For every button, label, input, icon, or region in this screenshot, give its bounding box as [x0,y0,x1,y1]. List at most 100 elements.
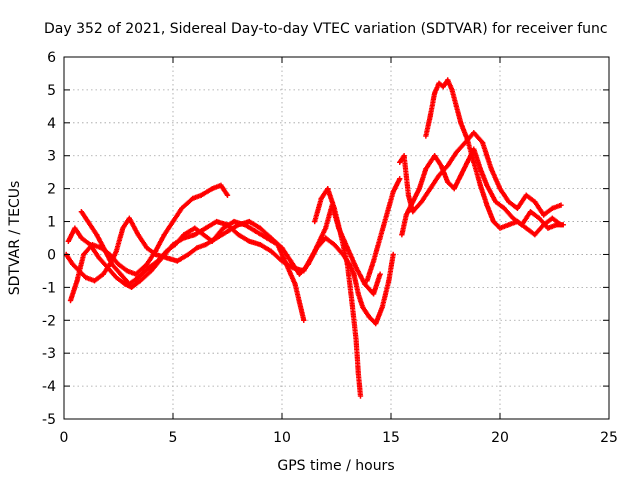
data-point [386,278,392,284]
data-point [144,261,150,267]
data-point [497,186,503,192]
data-point [325,186,331,192]
series-track-9 [423,77,564,238]
data-point [113,274,119,281]
axis-ticks [63,56,610,420]
data-point [224,228,231,235]
data-point [192,225,198,231]
data-point [135,232,141,238]
data-point [427,186,433,192]
data-point [532,232,538,238]
data-point [209,186,215,192]
data-point [484,182,490,188]
data-point [152,251,159,258]
data-point [523,225,529,231]
data-point [203,225,209,231]
data-point [497,225,503,231]
y-axis-label: SDTVAR / TECUs [7,181,23,296]
data-point [458,172,464,179]
data-point [214,235,220,241]
data-point [128,284,135,290]
data-point [523,192,529,198]
data-point [510,215,516,221]
data-point [364,278,370,284]
y-tick-label: -3 [42,346,56,362]
data-point [445,77,451,83]
data-point [323,235,329,241]
data-point [545,225,551,231]
data-point [514,218,521,225]
data-point [331,205,337,211]
data-point [541,222,547,228]
y-tick-label: 6 [47,50,56,66]
x-tick-label: 10 [273,430,291,446]
data-point [100,271,106,277]
data-point [155,258,161,264]
data-point [506,222,512,228]
data-point [397,176,403,182]
data-point [514,205,521,211]
data-point [246,218,252,225]
data-point [257,241,263,248]
data-point [484,202,490,208]
data-point [214,218,220,225]
data-point [314,245,320,251]
y-tick-label: 2 [47,182,56,198]
data-point [135,274,141,281]
data-point [451,186,457,192]
x-tick-label: 5 [169,430,178,446]
data-point [423,133,429,139]
data-point [194,245,200,251]
data-point [118,271,124,277]
data-point [331,241,337,248]
data-point [133,271,139,277]
data-point [185,251,191,258]
data-point [344,261,350,267]
x-tick-label: 20 [491,430,509,446]
x-axis-label: GPS time / hours [277,458,394,474]
data-point [527,209,534,215]
data-point [192,232,198,238]
y-tick-label: -4 [42,379,56,395]
data-point [70,261,76,267]
data-point [253,228,259,235]
data-point [432,153,438,159]
data-point [179,205,185,211]
data-point [172,241,178,248]
data-point [377,271,383,277]
data-point [312,218,318,225]
data-point [120,225,126,231]
data-point [366,314,372,320]
data-point [161,232,167,238]
data-point [170,218,176,225]
data-point [377,235,383,241]
data-point [384,212,390,218]
data-point [436,172,442,179]
data-point [85,218,91,225]
data-point [360,304,366,310]
data-point [76,268,82,274]
data-point [558,202,564,208]
data-point [126,215,132,221]
data-point [318,195,324,202]
chart-title: Day 352 of 2021, Sidereal Day-to-day VTE… [44,21,608,37]
data-point [144,245,150,251]
data-point [81,251,87,258]
data-point [78,209,85,215]
data-point [181,232,187,238]
data-point [453,103,459,109]
y-tick-label: -2 [42,313,56,329]
data-point [268,235,274,241]
data-point [390,189,396,195]
data-point [268,248,274,254]
data-point [458,120,464,126]
tick-labels: 0 5 10 15 20 25 -5 -4 -3 -2 -1 0 1 2 3 4 5 6 [42,50,618,446]
data-point [301,317,307,323]
data-point [410,199,416,205]
data-point [109,258,115,264]
series-track-3 [78,209,307,323]
data-point [163,248,170,254]
data-point [490,218,497,225]
data-point [231,218,237,225]
